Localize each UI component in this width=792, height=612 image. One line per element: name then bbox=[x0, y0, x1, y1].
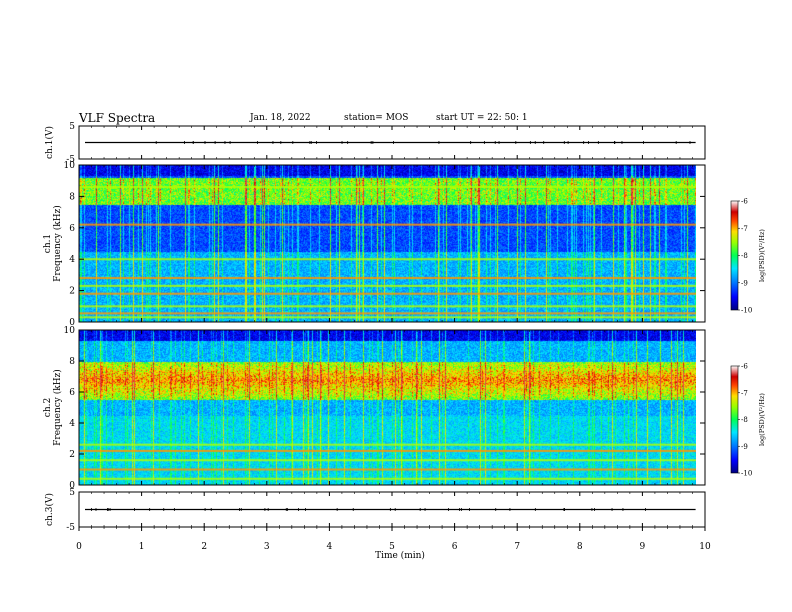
ch1-waveform-ytick-label: -5 bbox=[66, 155, 75, 165]
xaxis-tick-label: 2 bbox=[201, 542, 207, 552]
ch1-spectrogram-image bbox=[79, 165, 696, 322]
ch2-spectrogram-ylabel-frequency: Frequency (kHz) bbox=[52, 369, 63, 446]
ch2-spectrogram-ytick-label: 4 bbox=[69, 419, 75, 429]
ch2-spectrogram-colorbar bbox=[730, 365, 739, 474]
ch1-spectrogram-colorbar bbox=[730, 200, 739, 311]
ch1-spectrogram-colorbar-tick-label: -7 bbox=[741, 225, 748, 233]
ch2-spectrogram-colorbar-tick-label: -9 bbox=[741, 443, 748, 451]
xaxis-tick-label: 8 bbox=[577, 542, 583, 552]
station-label: station= MOS bbox=[344, 113, 409, 123]
ch1-spectrogram-ytick-label: 8 bbox=[69, 192, 75, 202]
ch2-spectrogram-ytick-label: 0 bbox=[69, 481, 75, 491]
ch3-waveform-ytick-label: -5 bbox=[66, 523, 75, 533]
ch3-waveform-ylabel: ch.3(V) bbox=[44, 493, 55, 526]
xaxis-tick-label: 7 bbox=[514, 542, 520, 552]
ch2-spectrogram-colorbar-tick-label: -8 bbox=[741, 416, 748, 424]
ch3-waveform-ytick-label: 5 bbox=[69, 488, 75, 498]
ch1-spectrogram-colorbar-tick-label: -6 bbox=[741, 198, 748, 206]
xaxis-tick-label: 6 bbox=[452, 542, 458, 552]
ch1-spectrogram-ylabel-frequency: Frequency (kHz) bbox=[52, 205, 63, 282]
ch2-spectrogram-colorbar-tick-label: -6 bbox=[741, 363, 748, 371]
ch1-spectrogram-ylabel-channel: ch.1 bbox=[43, 234, 53, 253]
xaxis-tick-label: 4 bbox=[327, 542, 333, 552]
ch2-spectrogram-ytick-label: 6 bbox=[69, 388, 75, 398]
ch2-spectrogram-colorbar-tick-label: -7 bbox=[741, 389, 748, 397]
ch1-waveform-ytick-label: 5 bbox=[69, 122, 75, 132]
ch1-spectrogram-colorbar-tick-label: -8 bbox=[741, 252, 748, 260]
xaxis-tick-label: 10 bbox=[699, 542, 711, 552]
ch1-spectrogram-ytick-label: 6 bbox=[69, 224, 75, 234]
ch1-spectrogram-ytick-label: 0 bbox=[69, 318, 75, 328]
ch2-spectrogram-colorbar-label: log(PSD)(V²/Hz) bbox=[758, 393, 766, 446]
ch1-spectrogram-colorbar-tick-label: -10 bbox=[741, 307, 752, 315]
ch1-waveform-ylabel: ch.1(V) bbox=[44, 126, 55, 159]
xaxis-tick-label: 5 bbox=[389, 542, 395, 552]
ch2-spectrogram-ytick-label: 2 bbox=[69, 450, 75, 460]
xaxis-tick-label: 0 bbox=[76, 542, 82, 552]
ch2-spectrogram-ylabel-channel: ch.2 bbox=[43, 398, 53, 417]
xaxis-tick-label: 1 bbox=[139, 542, 145, 552]
ch1-spectrogram-ytick-label: 2 bbox=[69, 287, 75, 297]
recording-date: Jan. 18, 2022 bbox=[250, 113, 311, 123]
start-ut-label: start UT = 22: 50: 1 bbox=[436, 113, 528, 123]
ch1-spectrogram-ytick-label: 10 bbox=[64, 161, 76, 171]
xaxis-tick-label: 3 bbox=[264, 542, 270, 552]
ch1-spectrogram-ytick-label: 4 bbox=[69, 255, 75, 265]
figure-title: VLF Spectra bbox=[79, 111, 156, 125]
ch1-spectrogram-colorbar-label: log(PSD)(V²/Hz) bbox=[758, 229, 766, 282]
ch2-spectrogram-colorbar-tick-label: -10 bbox=[741, 470, 752, 478]
ch2-spectrogram-image bbox=[79, 330, 696, 485]
xaxis-label: Time (min) bbox=[375, 550, 425, 561]
ch2-spectrogram-ytick-label: 10 bbox=[64, 326, 76, 336]
xaxis-tick-label: 9 bbox=[640, 542, 646, 552]
ch1-spectrogram-colorbar-tick-label: -9 bbox=[741, 279, 748, 287]
ch2-spectrogram-ytick-label: 8 bbox=[69, 357, 75, 367]
